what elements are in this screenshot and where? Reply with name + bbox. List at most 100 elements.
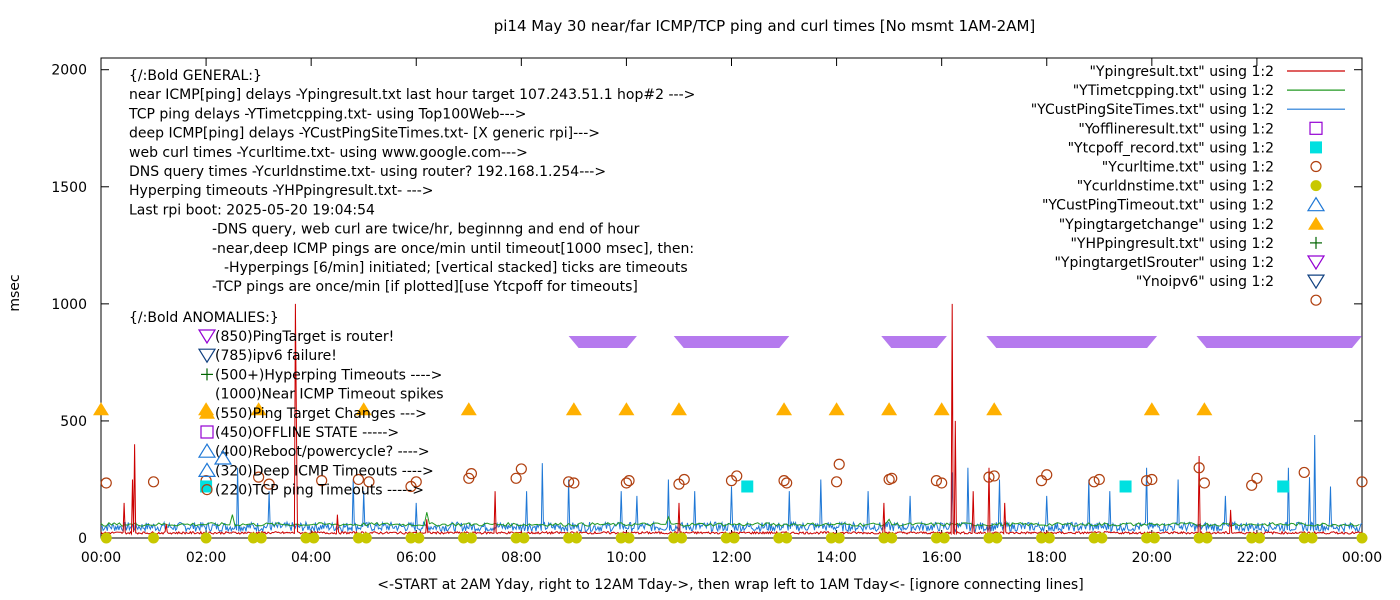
anomaly-marker-shape <box>201 484 213 496</box>
anomaly-line: (320)Deep ICMP Timeouts ----> <box>215 463 434 479</box>
x-axis-label: <-START at 2AM Yday, right to 12AM Tday-… <box>377 577 1083 593</box>
anomaly-line: (220)TCP ping Timeouts -----> <box>215 483 424 499</box>
target-change-point <box>565 402 582 416</box>
tcpoff-point-shape <box>1277 480 1290 493</box>
dns-point-shape <box>623 532 635 544</box>
target-change-point-shape <box>93 402 109 416</box>
curl-point-shape <box>363 476 375 488</box>
legend-label: "Ynoipv6" using 1:2 <box>1136 274 1274 290</box>
target-change-point <box>986 402 1003 416</box>
x-tick-label: 14:00 <box>816 550 856 566</box>
dns-point <box>352 532 364 544</box>
curl-point-shape <box>830 476 843 488</box>
dns-point <box>1306 532 1318 544</box>
dns-point <box>200 532 212 544</box>
dns-point <box>563 532 575 544</box>
anomaly-line: (450)OFFLINE STATE -----> <box>215 425 399 441</box>
legend-marker-shape <box>1310 160 1322 173</box>
curl-point <box>1298 466 1310 479</box>
dns-point-shape <box>300 532 312 544</box>
dns-point-shape <box>100 532 112 544</box>
curl-point <box>1035 475 1048 487</box>
dns-point <box>833 532 845 544</box>
curl-point <box>833 458 845 470</box>
tcpoff-point-shape <box>200 480 213 493</box>
dns-point <box>247 532 259 544</box>
anomaly-marker <box>197 443 217 458</box>
curl-point <box>983 471 995 483</box>
legend-marker-shape <box>1310 180 1322 192</box>
dns-point <box>518 532 530 544</box>
dns-point-shape <box>886 532 898 544</box>
dns-point <box>983 532 995 544</box>
x-tick-label: 00:00 <box>81 550 121 566</box>
annotation-line: -near,deep ICMP pings are once/min until… <box>212 241 694 257</box>
anomaly-marker <box>201 368 213 381</box>
dns-point <box>308 532 320 544</box>
anomaly-marker <box>197 329 217 345</box>
dns-point <box>255 532 267 544</box>
curl-point-shape <box>1146 473 1158 486</box>
target-change-point-shape <box>1143 402 1160 416</box>
anomaly-line: (400)Reboot/powercycle? ----> <box>215 444 430 460</box>
target-change-point-shape <box>881 402 898 416</box>
anomaly-marker-shape <box>197 348 217 364</box>
curl-point-shape <box>1198 477 1210 489</box>
annotation-line: Last rpi boot: 2025-05-20 19:04:54 <box>129 202 375 218</box>
dns-point <box>1201 532 1213 544</box>
curl-point-shape <box>833 458 845 470</box>
curl-point <box>623 475 635 487</box>
dns-point-shape <box>308 532 320 544</box>
curl-point-shape <box>731 470 743 482</box>
target-change-point <box>670 402 687 416</box>
dns-point <box>938 532 950 544</box>
curl-point-shape <box>781 477 793 489</box>
dns-point <box>1193 532 1205 544</box>
x-tick-label: 00:00 <box>1342 550 1382 566</box>
curl-point <box>465 468 478 480</box>
dns-point <box>773 532 785 544</box>
target-change-point <box>250 402 267 416</box>
dns-point-shape <box>1043 532 1055 544</box>
dns-point <box>360 532 372 544</box>
tcpoff-point-shape <box>741 480 754 493</box>
curl-point-shape <box>515 463 527 475</box>
anomaly-line: (850)PingTarget is router! <box>215 329 394 345</box>
curl-point <box>1140 475 1153 487</box>
dns-point <box>405 532 417 544</box>
curl-point <box>100 477 112 489</box>
router-bar <box>986 335 1158 348</box>
dns-point-shape <box>1254 532 1266 544</box>
legend-label: "YHPpingresult.txt" using 1:2 <box>1070 236 1274 252</box>
curl-point-shape <box>623 475 635 487</box>
curl-point-shape <box>1140 475 1153 487</box>
curl-point-shape <box>936 477 948 489</box>
legend-marker-shape <box>1308 216 1324 230</box>
dns-point-shape <box>571 532 583 544</box>
curl-point <box>936 477 948 489</box>
router-bar <box>568 335 637 348</box>
dns-point-shape <box>1193 532 1205 544</box>
target-change-point-shape <box>1196 402 1213 416</box>
legend-marker <box>1309 121 1323 135</box>
curl-point <box>568 477 580 489</box>
target-change-point-shape <box>670 402 687 416</box>
legend-label: "YTimetcpping.txt" using 1:2 <box>1073 83 1274 99</box>
curl-point <box>1041 469 1053 481</box>
curl-point-shape <box>510 472 522 484</box>
dns-point <box>571 532 583 544</box>
anomaly-marker <box>201 484 213 496</box>
curl-point-shape <box>1093 473 1105 486</box>
x-tick-label: 04:00 <box>291 550 331 566</box>
dns-point <box>991 532 1003 544</box>
legend-marker <box>1306 255 1326 271</box>
target-change-point <box>1196 402 1213 416</box>
dns-point-shape <box>352 532 364 544</box>
x-tick-label: 10:00 <box>606 550 646 566</box>
annotation-line: TCP ping delays -YTimetcpping.txt- using… <box>128 106 526 122</box>
dns-point-shape <box>1306 532 1318 544</box>
anomaly-line: (550)Ping Target Changes ---> <box>215 406 427 422</box>
legend-marker <box>1310 180 1322 192</box>
curl-point-shape <box>100 477 112 489</box>
annotation-line: {/:Bold ANOMALIES:} <box>129 310 279 326</box>
